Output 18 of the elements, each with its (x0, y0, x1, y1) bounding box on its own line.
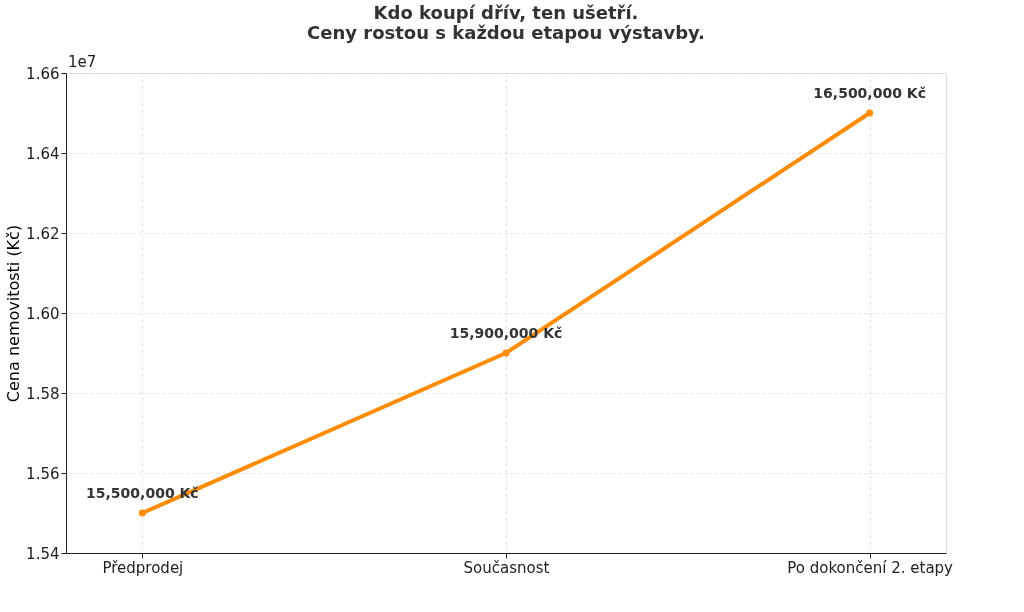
y-tick-label: 1.60 (26, 304, 60, 323)
text: Ceny rostou s každou etapou výstavby. (307, 22, 705, 43)
text: Kdo koupí dřív, ten ušetří. (373, 2, 639, 23)
annotation: 16,500,000 Kč (813, 85, 926, 101)
y-tick-label: 1.58 (26, 384, 60, 403)
y-tick-label: 1.64 (26, 144, 60, 163)
x-tick-label: Předprodej (102, 558, 184, 577)
point (502, 349, 510, 357)
x-tick-label: Současnost (463, 558, 550, 577)
text: 1e7 (68, 53, 97, 71)
point (138, 509, 146, 517)
point (866, 109, 874, 117)
y-axis-title: Cena nemovitosti (Kč) (4, 224, 24, 403)
y-tick-label: 1.56 (26, 464, 60, 483)
y-tick-label: 1.66 (26, 64, 60, 83)
y-tick-label: 1.54 (26, 544, 60, 563)
x-tick-label: Po dokončení 2. etapy (787, 558, 954, 577)
y-tick-label: 1.62 (26, 224, 60, 243)
